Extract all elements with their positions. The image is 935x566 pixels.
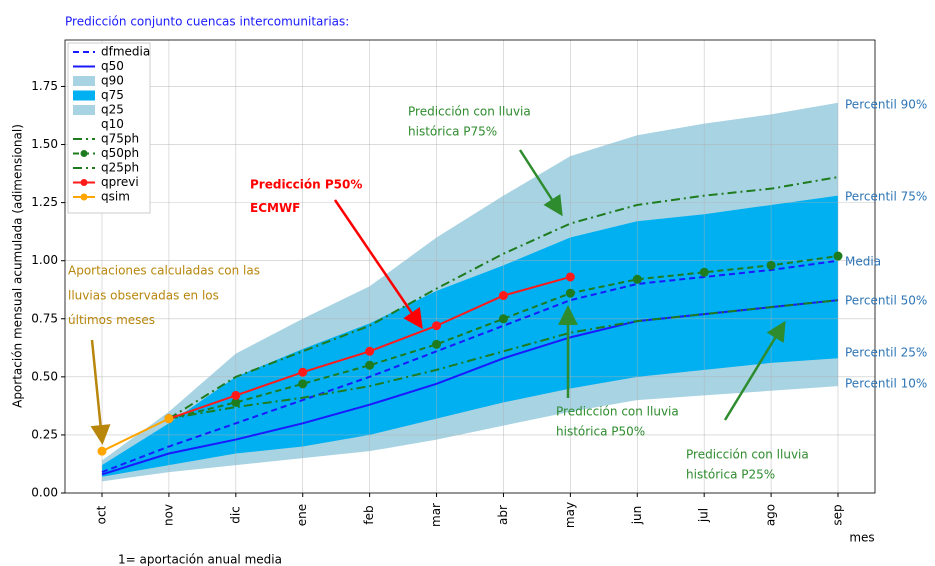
annotation-text: Predicción con lluvia (686, 448, 809, 462)
x-tick-label: ago (764, 504, 778, 526)
side-label: Percentil 50% (845, 294, 927, 308)
footnote: 1= aportación anual media (118, 553, 282, 566)
legend-marker (80, 150, 88, 157)
series-marker (298, 367, 308, 377)
legend-label: dfmedia (101, 45, 150, 59)
annotation-text: Predicción con lluvia (556, 405, 679, 419)
series-marker (565, 288, 575, 298)
series-marker (432, 339, 442, 349)
series-marker (498, 314, 508, 324)
x-tick-label: ene (295, 504, 309, 526)
legend-label: q25ph (101, 161, 139, 175)
y-tick-label: 1.75 (31, 79, 58, 93)
side-label: Percentil 90% (845, 98, 927, 112)
annotation-arrow (90, 339, 111, 445)
x-tick-label: mar (429, 503, 443, 527)
series-marker (231, 390, 241, 400)
annotation-text: ECMWF (250, 201, 300, 215)
y-tick-label: 0.00 (31, 486, 58, 500)
side-label: Percentil 75% (845, 190, 927, 204)
legend-marker (80, 179, 88, 186)
annotation-text: Predicción con lluvia (408, 105, 531, 119)
side-label: Percentil 10% (845, 377, 927, 391)
y-tick-label: 1.00 (31, 253, 58, 267)
series-marker (699, 267, 709, 277)
series-marker (498, 291, 508, 301)
legend-swatch (73, 76, 95, 86)
series-marker (833, 251, 843, 261)
x-tick-label: jun (630, 506, 644, 526)
annotation-arrow (333, 199, 423, 330)
series-marker (365, 346, 375, 356)
annotation-text: Aportaciones calculadas con las (68, 264, 260, 278)
series-marker (365, 360, 375, 370)
annotation-arrow (518, 149, 563, 217)
x-tick-label: dic (228, 506, 242, 524)
series-marker (565, 272, 575, 282)
annotation-text: lluvias observadas en los (68, 288, 219, 302)
x-tick-label: jul (697, 508, 711, 523)
side-label: Media (845, 255, 881, 269)
legend-label: q75 (101, 88, 124, 102)
y-tick-label: 1.50 (31, 137, 58, 151)
legend-swatch (73, 90, 95, 101)
legend-label: q25 (101, 103, 124, 117)
y-tick-label: 0.75 (31, 311, 58, 325)
annotation-text: Predicción P50% (250, 178, 362, 192)
legend-label: q50ph (101, 146, 139, 160)
band-area (102, 386, 838, 493)
chart-title: Predicción conjunto cuencas intercomunit… (65, 15, 349, 29)
annotation-text: últimos meses (68, 313, 155, 327)
legend-marker (80, 193, 88, 201)
series-marker (97, 446, 107, 456)
annotation-text: histórica P25% (686, 468, 775, 482)
series-marker (632, 274, 642, 284)
y-tick-label: 0.25 (31, 427, 58, 441)
x-tick-label: nov (161, 504, 175, 526)
annotation-text: histórica P75% (408, 125, 497, 139)
legend-label: qprevi (101, 175, 139, 189)
x-tick-label: may (563, 502, 577, 528)
y-tick-label: 1.25 (31, 195, 58, 209)
y-tick-label: 0.50 (31, 369, 58, 383)
series-line (101, 417, 170, 453)
series-marker (298, 379, 308, 389)
y-axis-label: Aportación mensual acumulada (adimension… (11, 124, 25, 408)
annotation-arrow (723, 320, 786, 421)
legend-label: q75ph (101, 132, 139, 146)
annotation-text: histórica P50% (556, 425, 645, 439)
plot-frame (64, 39, 876, 494)
x-tick-label: oct (95, 505, 109, 524)
x-tick-label: feb (362, 505, 376, 524)
side-label: Percentil 25% (845, 346, 927, 360)
legend-label: q50 (101, 59, 124, 73)
legend-label: qsim (101, 190, 130, 204)
x-axis-label: mes (849, 531, 874, 545)
series-marker (432, 321, 442, 331)
series-marker (231, 397, 241, 407)
x-tick-label: sep (831, 504, 845, 525)
legend-label: q10 (101, 117, 124, 131)
series-line (168, 255, 839, 420)
legend-swatch (73, 105, 95, 115)
series-marker (766, 260, 776, 270)
series-marker (164, 414, 174, 424)
legend-swatch (73, 119, 95, 130)
x-tick-label: abr (496, 505, 510, 525)
series-line (168, 176, 839, 420)
legend-label: q90 (101, 74, 124, 88)
series-line (101, 259, 839, 474)
